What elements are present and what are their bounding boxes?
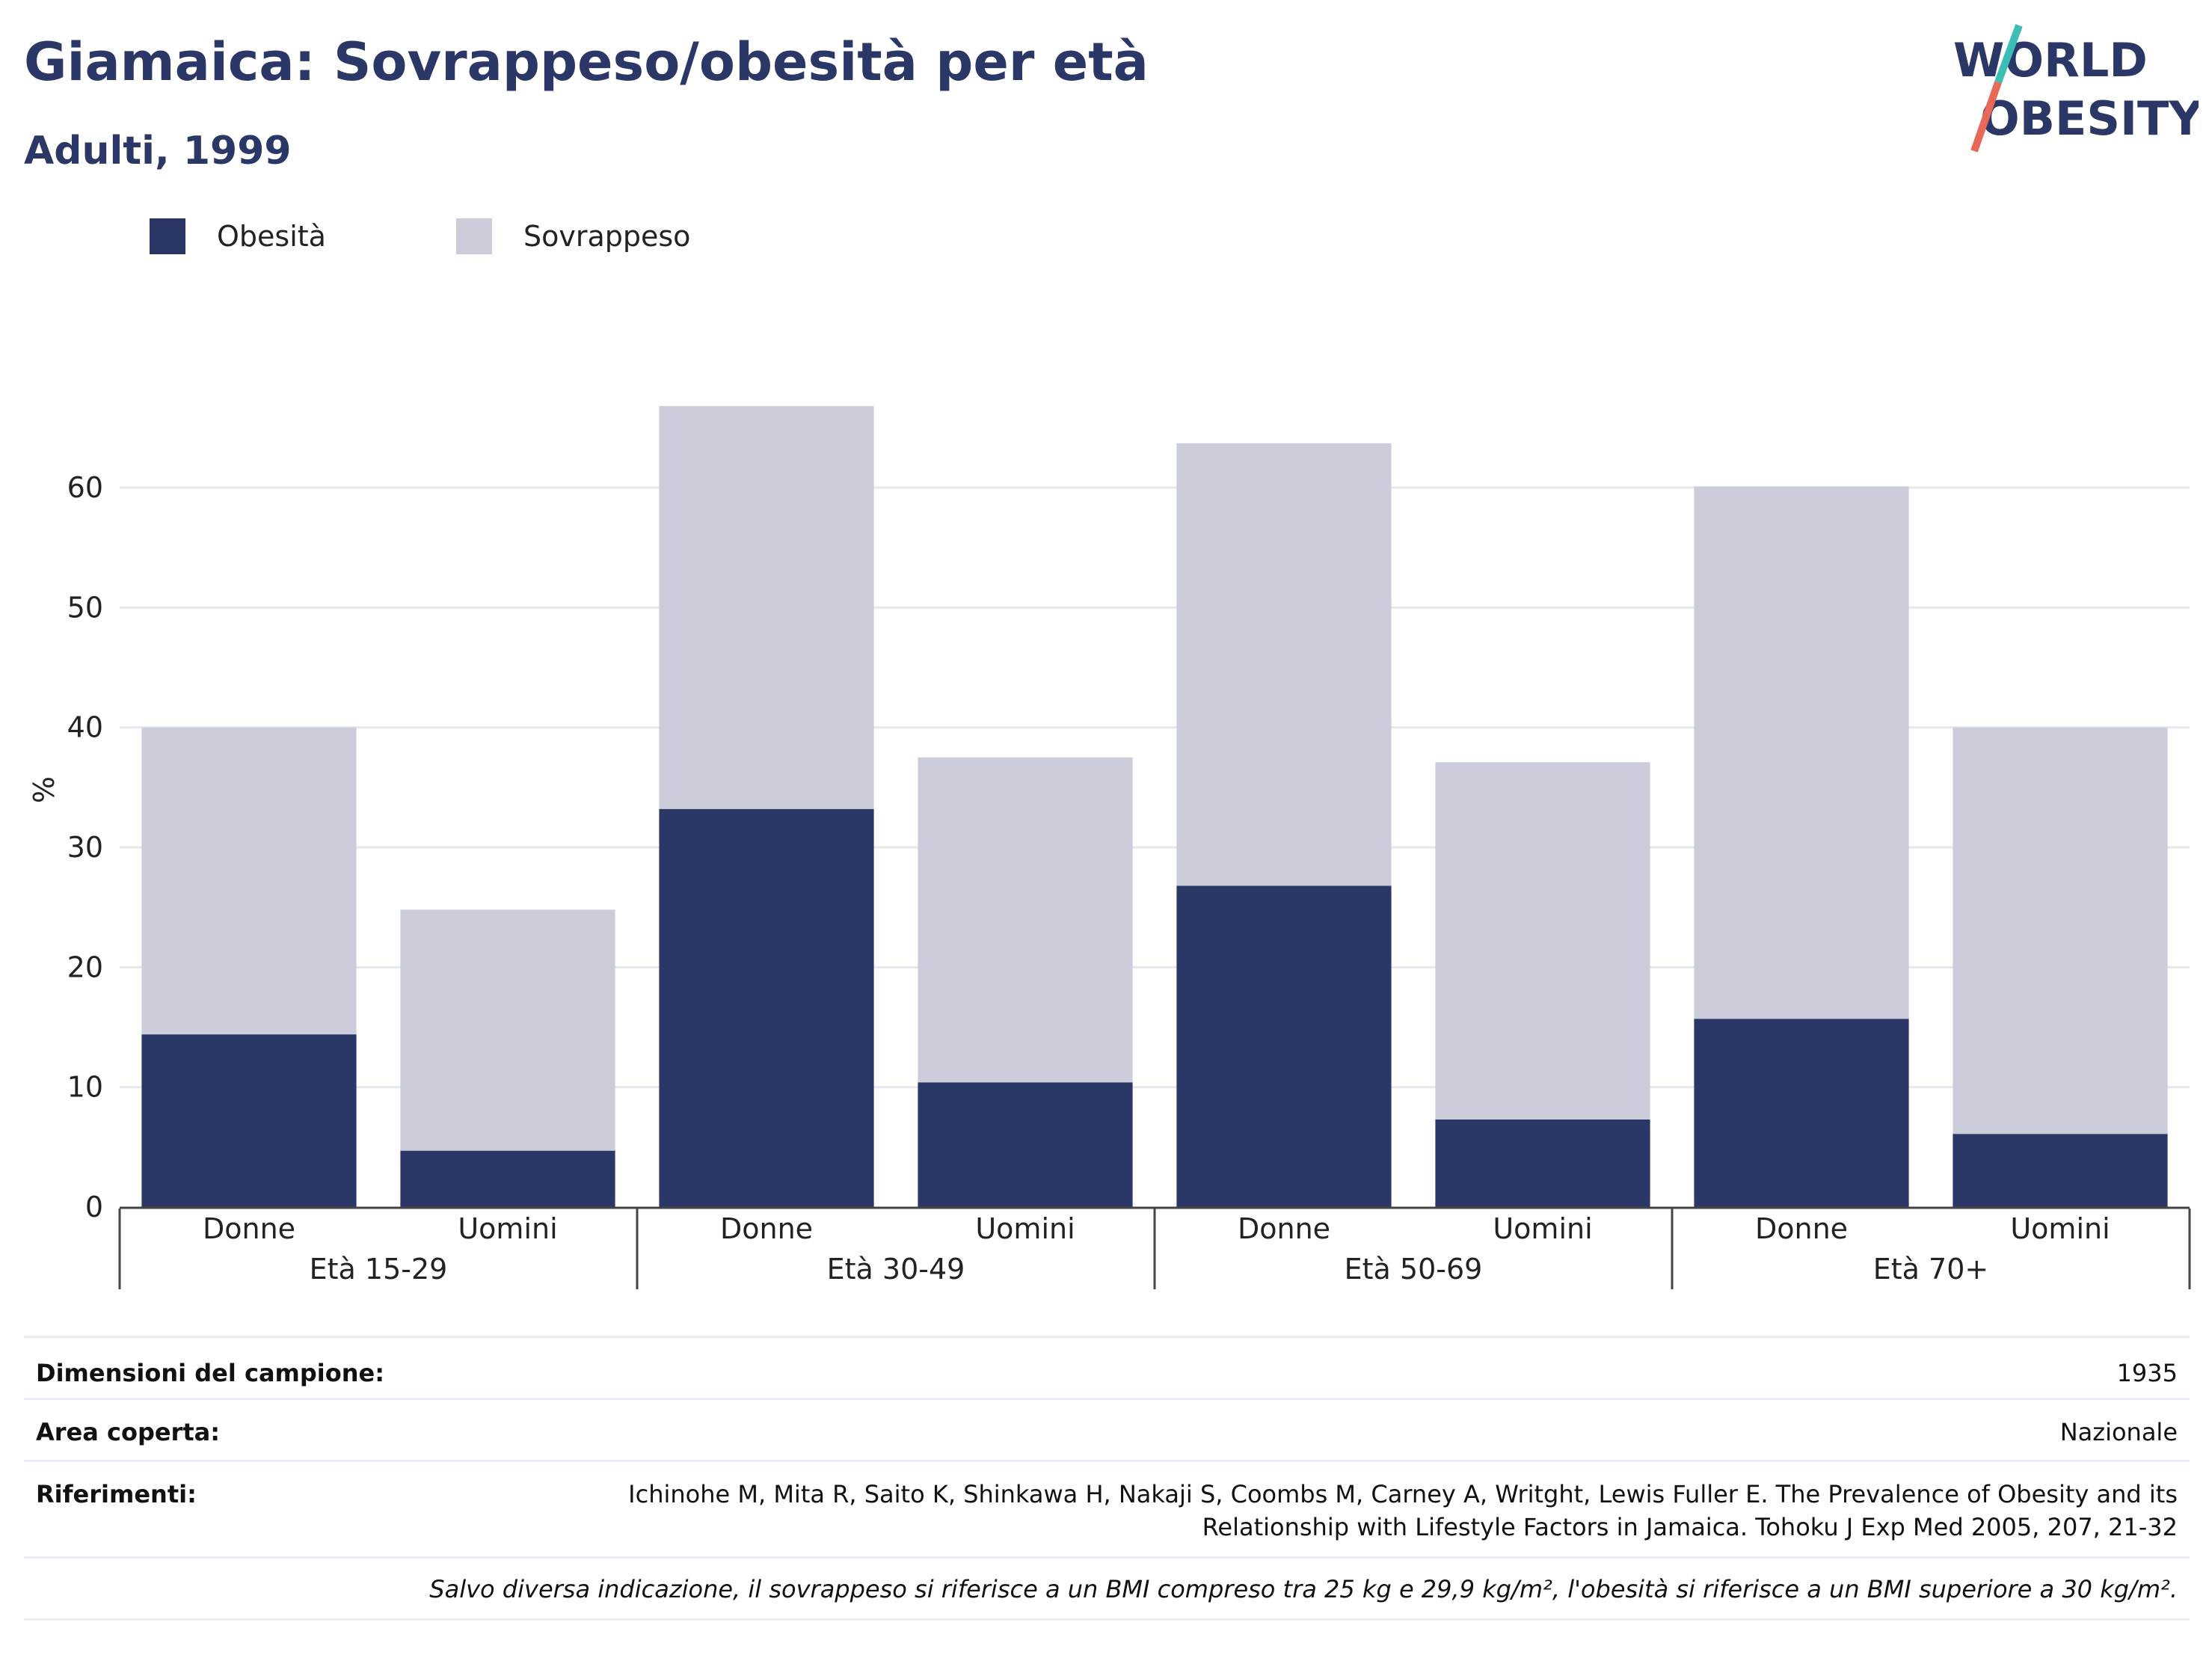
- y-tick-label-50: 50: [67, 591, 103, 624]
- area-value: Nazionale: [2059, 1418, 2178, 1446]
- bar-overweight-2: [659, 405, 874, 809]
- sample-value: 1935: [2116, 1359, 2178, 1387]
- bar-obesity-2: [659, 808, 874, 1207]
- info-row-sample: Dimensioni del campione: 1935: [24, 1336, 2190, 1398]
- legend-item-overweight[interactable]: Sovrappeso: [456, 218, 690, 254]
- x-tick-label-1: Uomini: [458, 1212, 557, 1245]
- y-tick-label-40: 40: [67, 711, 103, 744]
- x-tick-label-6: Donne: [1755, 1212, 1848, 1245]
- group-label-1: Età 30-49: [827, 1253, 965, 1286]
- references-label: Riferimenti:: [36, 1480, 197, 1508]
- group-label-3: Età 70+: [1873, 1253, 1988, 1286]
- chart-title: Giamaica: Sovrappeso/obesità per età: [24, 31, 1149, 93]
- y-tick-label-60: 60: [67, 471, 103, 504]
- bar-obesity-3: [918, 1082, 1133, 1207]
- x-tick-label-0: Donne: [203, 1212, 295, 1245]
- y-tick-label-30: 30: [67, 831, 103, 864]
- x-tick-label-2: Donne: [720, 1212, 813, 1245]
- bar-chart: 0 10 20 30 40 50 60% Donne Uomini Donne Uomini Donn…: [28, 405, 2191, 1289]
- group-label-0: Età 15-29: [310, 1253, 448, 1286]
- info-table: Dimensioni del campione: 1935 Area coper…: [24, 1336, 2190, 1621]
- bar-obesity-7: [1953, 1134, 2168, 1207]
- logo-line2: OBESITY: [1980, 91, 2199, 146]
- logo-coral-stroke: [1970, 81, 2002, 153]
- sample-label: Dimensioni del campione:: [36, 1359, 385, 1387]
- definition-note: Salvo diversa indicazione, il sovrappeso…: [429, 1575, 2178, 1603]
- references-line2: Relationship with Lifestyle Factors in J…: [1202, 1513, 2178, 1541]
- logo-teal-stroke: [1994, 24, 2023, 84]
- group-label-2: Età 50-69: [1345, 1253, 1483, 1286]
- world-obesity-logo: WORLD OBESITY: [1953, 24, 2199, 153]
- logo-line1: WORLD: [1953, 33, 2148, 87]
- legend-item-obesity[interactable]: Obesità: [150, 218, 326, 254]
- legend-label-obesity: Obesità: [217, 220, 326, 253]
- chart-subtitle: Adulti, 1999: [24, 129, 292, 174]
- legend-swatch-obesity: [150, 218, 185, 254]
- y-tick-label-10: 10: [67, 1071, 103, 1104]
- references-line1: Ichinohe M, Mita R, Saito K, Shinkawa H,…: [628, 1480, 2178, 1508]
- bar-overweight-1: [400, 909, 615, 1151]
- bar-overweight-0: [141, 727, 357, 1035]
- legend-swatch-overweight: [456, 218, 492, 254]
- y-tick-label-20: 20: [67, 951, 103, 983]
- bar-obesity-0: [141, 1034, 357, 1207]
- x-tick-label-5: Uomini: [1493, 1212, 1592, 1245]
- y-tick-label-0: 0: [85, 1191, 103, 1223]
- bar-obesity-4: [1176, 885, 1392, 1207]
- x-tick-label-4: Donne: [1238, 1212, 1330, 1245]
- info-row-area: Area coperta: Nazionale: [24, 1398, 2190, 1460]
- x-tick-label-3: Uomini: [975, 1212, 1075, 1245]
- y-axis-label: %: [28, 776, 61, 803]
- bar-obesity-5: [1435, 1119, 1650, 1207]
- info-row-references: Riferimenti: Ichinohe M, Mita R, Saito K…: [24, 1460, 2190, 1556]
- info-row-note: Salvo diversa indicazione, il sovrappeso…: [24, 1556, 2190, 1621]
- bar-overweight-7: [1953, 727, 2168, 1134]
- x-tick-label-7: Uomini: [2010, 1212, 2110, 1245]
- bar-obesity-1: [400, 1150, 615, 1207]
- area-label: Area coperta:: [36, 1418, 221, 1446]
- bar-overweight-3: [918, 757, 1133, 1083]
- bar-overweight-5: [1435, 762, 1650, 1120]
- bar-overweight-4: [1176, 443, 1392, 886]
- bar-obesity-6: [1694, 1019, 1909, 1207]
- legend-label-overweight: Sovrappeso: [523, 220, 691, 253]
- bar-overweight-6: [1694, 486, 1909, 1019]
